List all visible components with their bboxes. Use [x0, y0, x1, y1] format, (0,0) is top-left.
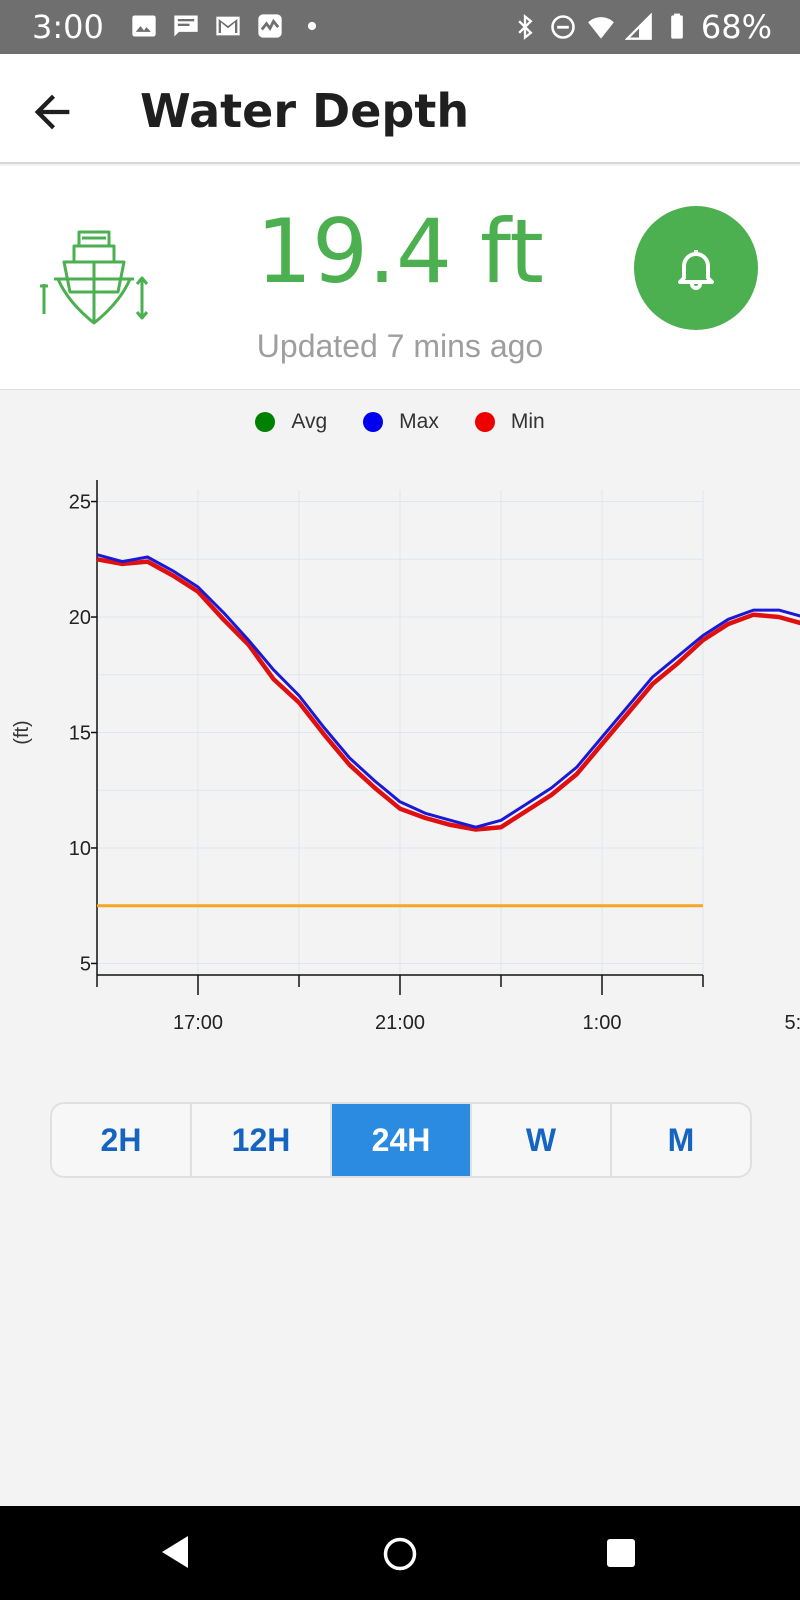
- series-line-max: [96, 553, 800, 829]
- legend-dot: [255, 412, 276, 432]
- gmail-icon: [216, 16, 240, 36]
- page-title: Water Depth: [140, 84, 470, 138]
- app-bar: Water Depth: [0, 54, 800, 164]
- status-bar: 3:00 68%: [0, 0, 800, 54]
- signal-icon: [624, 13, 652, 40]
- y-tick-label: 5: [80, 953, 91, 975]
- time-range-selector: 2H 12H 24H W M: [50, 1102, 752, 1178]
- x-tick-label: 17:00: [173, 1012, 223, 1034]
- system-nav-bar: [0, 1506, 800, 1600]
- status-time: 3:00: [32, 8, 104, 46]
- legend-dot: [363, 412, 384, 432]
- dnd-icon: [551, 15, 575, 39]
- range-tab-24h[interactable]: 24H: [332, 1104, 472, 1176]
- nav-home-icon[interactable]: [382, 1536, 418, 1572]
- range-tab-week[interactable]: W: [472, 1104, 612, 1176]
- notification-icons: [130, 12, 326, 40]
- legend-item-max[interactable]: Max: [363, 410, 439, 434]
- updated-timestamp: Updated 7 mins ago: [256, 328, 544, 364]
- range-tab-12h[interactable]: 12H: [192, 1104, 332, 1176]
- legend-label: Max: [399, 410, 439, 433]
- dot-icon: [307, 21, 317, 31]
- chart-legend: Avg Max Min: [0, 410, 800, 434]
- y-axis-label: (ft): [11, 720, 33, 744]
- alert-button[interactable]: [634, 206, 758, 330]
- battery-percent: 68%: [700, 8, 772, 46]
- legend-item-avg[interactable]: Avg: [255, 410, 327, 434]
- series-line-min: [96, 557, 800, 832]
- depth-summary-card: 19.4 ft Updated 7 mins ago: [0, 166, 800, 390]
- nav-recents-icon[interactable]: [606, 1538, 636, 1568]
- x-tick-label: 21:00: [375, 1012, 425, 1034]
- legend-label: Avg: [291, 410, 328, 433]
- wifi-icon: [588, 17, 614, 39]
- legend-dot: [474, 412, 495, 432]
- message-icon: [174, 15, 198, 37]
- range-tab-month[interactable]: M: [667, 1121, 695, 1158]
- range-tab-2h[interactable]: 2H: [52, 1104, 192, 1176]
- battery-icon: [671, 13, 683, 39]
- arrow-back-icon[interactable]: [26, 86, 78, 138]
- legend-label: Min: [510, 410, 545, 433]
- y-tick-label: 10: [69, 838, 91, 860]
- bluetooth-icon: [518, 14, 533, 40]
- legend-item-min[interactable]: Min: [474, 410, 545, 434]
- y-tick-label: 15: [69, 723, 91, 745]
- nav-back-icon[interactable]: [160, 1534, 190, 1570]
- system-icons: 68%: [511, 8, 772, 46]
- x-tick-label: 5:00: [785, 1012, 800, 1034]
- image-icon: [132, 15, 156, 37]
- activity-icon: [258, 14, 282, 38]
- y-tick-label: 20: [69, 607, 91, 629]
- y-tick-label: 25: [69, 492, 91, 514]
- depth-value: 19.4 ft: [256, 200, 544, 303]
- x-tick-label: 1:00: [583, 1012, 622, 1034]
- ship-depth-icon: [40, 230, 149, 325]
- bell-icon: [678, 250, 714, 290]
